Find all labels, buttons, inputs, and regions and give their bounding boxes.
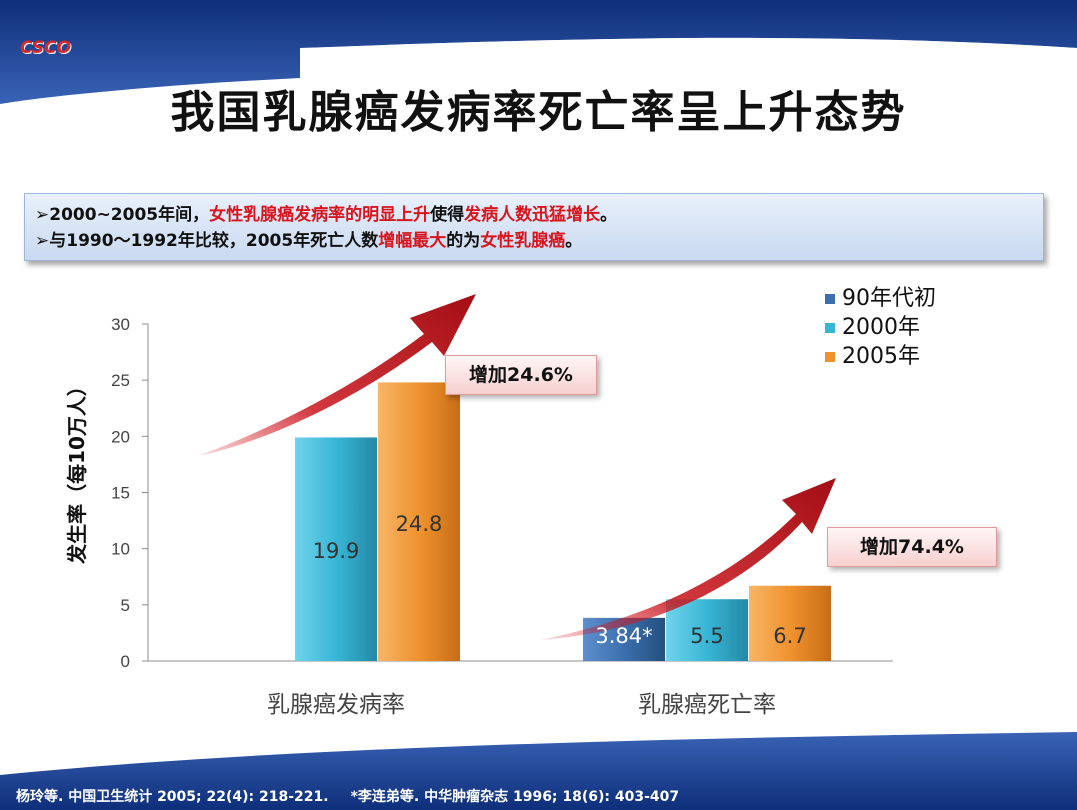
footer-references: 杨玲等. 中国卫生统计 2005; 22(4): 218-221. *李连弟等. … (16, 786, 679, 806)
bar-2-0 (378, 382, 460, 661)
bullet-icon: ➢ (35, 205, 50, 225)
trend-arrow-incidence (198, 294, 476, 456)
bar-value-label: 6.7 (773, 624, 806, 648)
legend-swatch (825, 323, 835, 333)
y-tick-label: 20 (111, 427, 130, 446)
bar-2-1 (749, 585, 831, 661)
callout-incidence-increase: 增加24.6% (445, 355, 597, 395)
legend-swatch (825, 294, 835, 304)
note-line-2: ➢与1990～1992年比较，2005年死亡人数增幅最大的为女性乳腺癌。 (35, 231, 583, 251)
bar-1-0 (295, 437, 377, 661)
chart-data-labels: 3.84* 19.9 5.5 24.8 6.7 (313, 512, 807, 648)
y-tick-label: 0 (121, 652, 130, 671)
legend-label: 2005年 (842, 344, 920, 369)
reference-2: *李连弟等. 中华肿瘤杂志 1996; 18(6): 403-407 (350, 789, 680, 805)
bar-1-1 (666, 599, 748, 661)
bullet-icon: ➢ (35, 231, 50, 251)
y-tick-label: 25 (111, 371, 130, 390)
legend-swatch (825, 352, 835, 362)
bottom-banner (0, 732, 1077, 810)
note-line-1: ➢2000~2005年间，女性乳腺癌发病率的明显上升使得发病人数迅猛增长。 (35, 205, 618, 225)
top-banner (0, 0, 1077, 104)
bar-value-label: 5.5 (690, 624, 723, 648)
y-tick-label: 5 (121, 596, 130, 615)
trend-arrows (198, 294, 836, 640)
y-tick-label: 10 (111, 540, 130, 559)
bar-value-label: 24.8 (396, 512, 443, 536)
x-category-label: 乳腺癌死亡率 (638, 692, 776, 718)
chart-legend: 90年代初 2000年 2005年 (825, 286, 936, 369)
legend-label: 2000年 (842, 315, 920, 340)
csco-logo: CSCO (20, 38, 72, 58)
bar-chart: 0 5 10 15 20 25 30 发生率（每10万人） 乳腺癌发病率 乳腺癌死亡率 3.84*… (65, 286, 936, 718)
chart-axes: 0 5 10 15 20 25 30 发生率（每10万人） 乳腺癌发病率 乳腺癌死亡率 (65, 315, 893, 718)
reference-1: 杨玲等. 中国卫生统计 2005; 22(4): 218-221. (16, 789, 329, 805)
bar-value-label: 3.84* (595, 624, 652, 648)
y-tick-label: 15 (111, 484, 130, 503)
y-axis-label: 发生率（每10万人） (65, 376, 89, 565)
bar-value-label: 19.9 (313, 539, 360, 563)
x-category-label: 乳腺癌发病率 (267, 692, 405, 718)
notes-box: ➢2000~2005年间，女性乳腺癌发病率的明显上升使得发病人数迅猛增长。 ➢与… (24, 193, 1044, 261)
callout-mortality-increase: 增加74.4% (827, 527, 997, 567)
legend-label: 90年代初 (842, 286, 936, 311)
chart-bars (295, 382, 831, 661)
y-tick-label: 30 (111, 315, 130, 334)
trend-arrow-mortality (540, 478, 836, 640)
top-banner-highlight (300, 37, 1077, 56)
page-title: 我国乳腺癌发病率死亡率呈上升态势 (170, 87, 907, 138)
